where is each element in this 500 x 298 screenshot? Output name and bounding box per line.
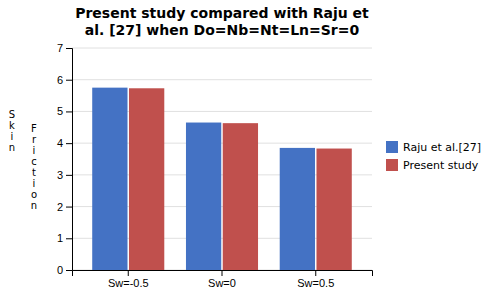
- x-tick-label: Sw=0.5: [297, 277, 334, 289]
- y-tick-label: 4: [57, 137, 63, 149]
- y-tick-mark: [66, 48, 72, 49]
- y-axis-label-line: i: [11, 131, 14, 142]
- bar-series: [129, 88, 352, 270]
- bar: [223, 123, 258, 270]
- x-tick-label: Sw=-0.5: [108, 277, 149, 289]
- grid-line: [72, 79, 372, 80]
- y-tick: 2: [57, 201, 72, 213]
- legend-item: Raju et al.[27]: [386, 141, 481, 154]
- bar: [186, 123, 221, 270]
- bar: [316, 149, 351, 270]
- y-axis-label-line: o: [31, 189, 37, 200]
- bar: [129, 88, 164, 270]
- y-tick: 3: [57, 169, 72, 181]
- y-tick-mark: [66, 111, 72, 112]
- y-tick-label: 6: [57, 74, 63, 86]
- y-axis-label-line: i: [33, 178, 36, 189]
- y-tick: 6: [57, 74, 72, 86]
- legend-swatch: [386, 159, 398, 171]
- y-tick-label: 7: [57, 42, 63, 54]
- x-tick-mark: [315, 270, 316, 276]
- y-tick: 4: [57, 137, 72, 149]
- y-axis-label-line: i: [33, 145, 36, 156]
- y-tick-label: 1: [57, 232, 63, 244]
- y-axis-label-line: n: [31, 200, 37, 211]
- y-axis-label-line: r: [32, 134, 37, 145]
- y-tick-label: 0: [57, 264, 63, 276]
- x-tick: Sw=-0.5: [108, 270, 149, 289]
- x-tick: Sw=0.5: [297, 270, 334, 289]
- x-axis: Sw=-0.5 Sw=0 Sw=0.5: [73, 270, 373, 289]
- bars: [92, 88, 352, 270]
- y-tick-mark: [66, 207, 72, 208]
- bar-series: [92, 88, 315, 270]
- grid-line: [72, 48, 372, 49]
- y-axis-label-line: t: [32, 167, 36, 178]
- grid: [72, 48, 372, 270]
- legend: Raju et al.[27] Present study: [386, 141, 481, 172]
- y-tick: 0: [57, 264, 72, 276]
- y-tick: 1: [57, 232, 72, 244]
- y-tick-mark: [66, 80, 72, 81]
- chart: Sw=-0.5 Sw=0 Sw=0.5 0 1 2 3 4 5 6 7 Present study c…: [0, 0, 500, 298]
- y-tick-mark: [66, 270, 72, 271]
- bar: [280, 148, 315, 270]
- legend-swatch: [386, 141, 398, 153]
- y-tick-mark: [66, 143, 72, 144]
- y-axis-line: [66, 49, 73, 271]
- y-axis-label-line: F: [31, 123, 37, 134]
- y-axis-label: Friction: [31, 123, 37, 211]
- y-tick-label: 2: [57, 201, 63, 213]
- y-tick: 7: [57, 42, 72, 54]
- y-tick: 5: [57, 105, 72, 117]
- y-tick-label: 5: [57, 105, 63, 117]
- x-tick: Sw=0: [208, 270, 236, 289]
- legend-label: Present study: [403, 159, 479, 172]
- x-tick-label: Sw=0: [208, 277, 236, 289]
- x-axis-line: [73, 271, 373, 277]
- y-axis-label-line: n: [9, 142, 15, 153]
- plot-area: Sw=-0.5 Sw=0 Sw=0.5 0 1 2 3 4 5 6 7: [57, 42, 373, 289]
- x-tick-mark: [222, 270, 223, 276]
- title-line: al. [27] when Do=Nb=Nt=Ln=Sr=0: [85, 22, 360, 38]
- title-line: Present study compared with Raju et: [75, 5, 369, 21]
- y-tick-mark: [66, 175, 72, 176]
- title: Present study compared with Raju etal. […: [75, 5, 369, 38]
- y-tick-label: 3: [57, 169, 63, 181]
- y-axis-label: Skin: [9, 109, 15, 153]
- x-tick-mark: [128, 270, 129, 276]
- y-axis-label-line: c: [31, 156, 37, 167]
- legend-label: Raju et al.[27]: [403, 141, 481, 154]
- bar: [92, 88, 127, 270]
- y-axis: 0 1 2 3 4 5 6 7: [57, 42, 73, 276]
- legend-item: Present study: [386, 159, 479, 172]
- y-axis-label-line: S: [9, 109, 15, 120]
- y-axis-label-line: k: [9, 120, 15, 131]
- y-tick-mark: [66, 238, 72, 239]
